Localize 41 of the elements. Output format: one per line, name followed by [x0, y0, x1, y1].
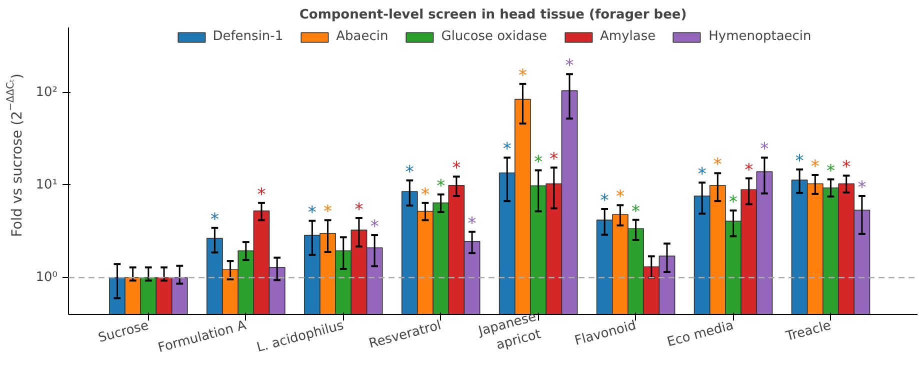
legend-label: Defensin-1 — [212, 29, 284, 44]
x-tick-label: Eco media — [666, 318, 736, 350]
data-label: * — [452, 158, 461, 179]
legend-label: Glucose oxidase — [441, 29, 548, 44]
data-label: * — [257, 184, 266, 205]
data-label: * — [810, 157, 820, 178]
data-label: * — [370, 217, 379, 238]
y-tick-label: 10⁰ — [36, 270, 58, 286]
x-tick-label: Treacle — [784, 318, 833, 345]
data-label: * — [421, 184, 430, 205]
data-label: * — [210, 210, 219, 230]
data-label: * — [616, 187, 624, 208]
data-label: * — [405, 162, 414, 182]
data-label: * — [534, 152, 543, 172]
data-label: * — [502, 140, 512, 160]
y-tick-label: 10¹ — [36, 177, 58, 192]
x-tick-label: Sucrose — [96, 318, 150, 346]
data-label: * — [550, 150, 558, 170]
y-tick-label: 10² — [36, 84, 58, 100]
data-label: * — [729, 192, 738, 212]
data-label: * — [468, 214, 476, 234]
chart-title: Component-level screen in head tissue (forager bee) — [299, 8, 687, 22]
data-label: * — [308, 202, 316, 223]
data-label: * — [632, 202, 640, 222]
data-label: * — [324, 202, 332, 222]
legend-label: Abaecin — [336, 29, 388, 44]
data-label: * — [698, 164, 706, 185]
data-label: * — [842, 158, 851, 178]
data-label: * — [436, 176, 446, 196]
legend-label: Hymenoptaecin — [708, 29, 812, 44]
data-label: * — [354, 200, 364, 220]
data-label: * — [760, 140, 769, 160]
data-label: * — [600, 191, 609, 212]
data-label: * — [565, 56, 574, 76]
data-label: * — [713, 155, 722, 176]
data-label: * — [858, 178, 866, 198]
data-label: * — [518, 66, 527, 86]
data-label: * — [795, 151, 804, 172]
data-label: * — [744, 160, 754, 180]
data-label: * — [826, 161, 835, 182]
legend-label: Amylase — [600, 29, 656, 44]
